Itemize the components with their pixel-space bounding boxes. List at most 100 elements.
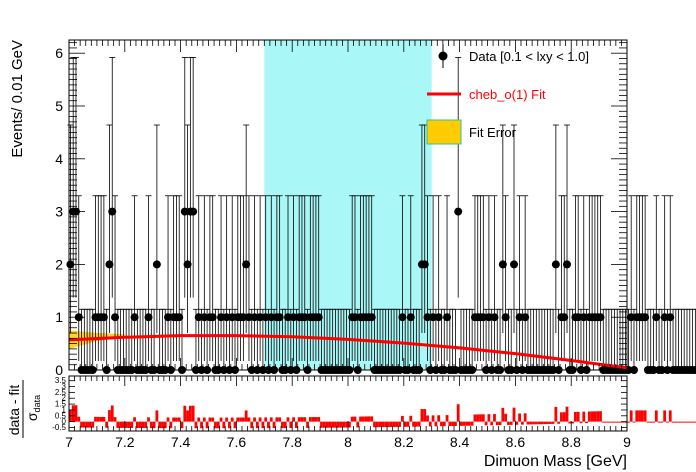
data-point	[398, 313, 407, 322]
pull-bar	[590, 411, 594, 422]
pull-bar	[264, 417, 268, 422]
data-point	[521, 313, 530, 322]
ratio-panel: -0.500.511.522.533.5 7 7.2 7.4 7.6 7.8 8 8.2 8.…	[6, 375, 696, 470]
pull-bar	[356, 421, 360, 428]
pull-bar	[532, 421, 535, 425]
pull-bar	[113, 417, 117, 422]
data-point	[443, 313, 452, 322]
pull-bar	[467, 421, 471, 426]
y-tick-label: 5	[55, 98, 63, 114]
data-point	[350, 313, 359, 322]
legend-entry-data: Data [0.1 < lxy < 1.0]	[438, 44, 589, 68]
pull-bar	[440, 421, 443, 427]
data-point	[423, 313, 432, 322]
pull-bar	[158, 421, 162, 429]
pull-bar	[339, 421, 343, 428]
main-panel: 0 1 2 3 4 5 6 Events/ 0.01 GeV	[9, 39, 696, 378]
ratio-y-tick-label: 0.5	[55, 411, 67, 420]
data-point	[208, 313, 217, 322]
pull-bar	[618, 421, 622, 423]
pull-bar	[110, 405, 114, 422]
pull-bar	[442, 421, 446, 427]
x-tick-label: 7.8	[282, 434, 302, 450]
pull-bar	[230, 417, 234, 422]
pull-bar	[414, 421, 418, 427]
data-point	[490, 313, 499, 322]
pull-bar	[587, 411, 591, 422]
legend-label-data: Data [0.1 < lxy < 1.0]	[469, 49, 589, 64]
x-tick-label: 9	[623, 434, 631, 450]
x-axis-label: Dimuon Mass [GeV]	[484, 453, 627, 470]
data-point	[256, 313, 265, 322]
pull-bar	[507, 421, 510, 425]
pull-bar	[267, 421, 270, 429]
pull-bar	[133, 417, 136, 422]
pull-bar	[345, 421, 348, 428]
pull-bar	[367, 416, 371, 422]
pull-bar	[124, 421, 128, 428]
pull-bar	[197, 417, 201, 422]
data-point	[579, 313, 588, 322]
pull-bar	[258, 417, 262, 422]
pull-bar	[214, 421, 217, 429]
pull-bar	[292, 417, 295, 422]
pull-bar	[518, 413, 521, 422]
x-tick-label: 8	[344, 434, 352, 450]
ratio-y-tick-label: 1	[62, 405, 67, 414]
pull-bar	[314, 417, 318, 422]
data-point	[180, 207, 189, 216]
pull-bar	[632, 421, 636, 423]
legend-entry-fit: cheb_o(1) Fit	[427, 87, 546, 102]
pull-bar	[152, 421, 156, 429]
pull-bar	[208, 417, 212, 422]
pull-bar	[582, 411, 586, 422]
pull-bar	[261, 421, 265, 429]
pull-bar	[289, 421, 293, 429]
pull-bar	[200, 421, 203, 429]
pull-bar	[375, 421, 379, 428]
pull-bar	[465, 421, 468, 426]
pull-bar	[122, 421, 125, 428]
pull-bar	[342, 421, 346, 428]
pull-bar	[334, 421, 337, 428]
pull-bar	[387, 421, 390, 428]
data-point	[429, 313, 438, 322]
fit-curve	[68, 334, 628, 370]
pull-bar	[144, 421, 148, 429]
pull-bar	[557, 421, 561, 424]
pull-bar	[677, 421, 681, 423]
pull-bar	[392, 421, 396, 427]
data-point	[275, 313, 284, 322]
data-point	[105, 260, 114, 269]
pull-bar	[568, 421, 572, 424]
pull-bar	[627, 421, 630, 423]
pull-bar	[149, 421, 153, 429]
pull-bar	[395, 421, 399, 427]
data-point	[551, 260, 560, 269]
pull-bar	[325, 421, 329, 428]
data-point	[289, 313, 298, 322]
pull-bar	[116, 421, 120, 428]
pull-bar	[431, 415, 435, 422]
legend: Data [0.1 < lxy < 1.0] cheb_o(1) Fit Fit…	[426, 44, 589, 145]
data-point	[111, 313, 120, 322]
pull-bar	[102, 416, 106, 422]
pull-bar	[479, 414, 482, 422]
x-tick-label: 8.6	[506, 434, 526, 450]
data-point	[222, 313, 231, 322]
pull-bar	[80, 421, 83, 428]
pull-bar	[668, 410, 672, 422]
pull-bar	[523, 413, 527, 422]
pull-bar	[654, 410, 658, 422]
data-point	[666, 313, 675, 322]
pull-bar	[484, 421, 488, 426]
pull-bar	[671, 421, 675, 423]
pull-bar	[308, 417, 312, 422]
y-tick-label: 2	[55, 256, 63, 272]
pull-bar	[674, 421, 678, 423]
pull-bar	[82, 421, 86, 428]
pull-bar	[509, 421, 513, 425]
pull-bar	[163, 421, 167, 429]
pull-bar	[498, 421, 502, 426]
pull-bar	[331, 421, 335, 428]
